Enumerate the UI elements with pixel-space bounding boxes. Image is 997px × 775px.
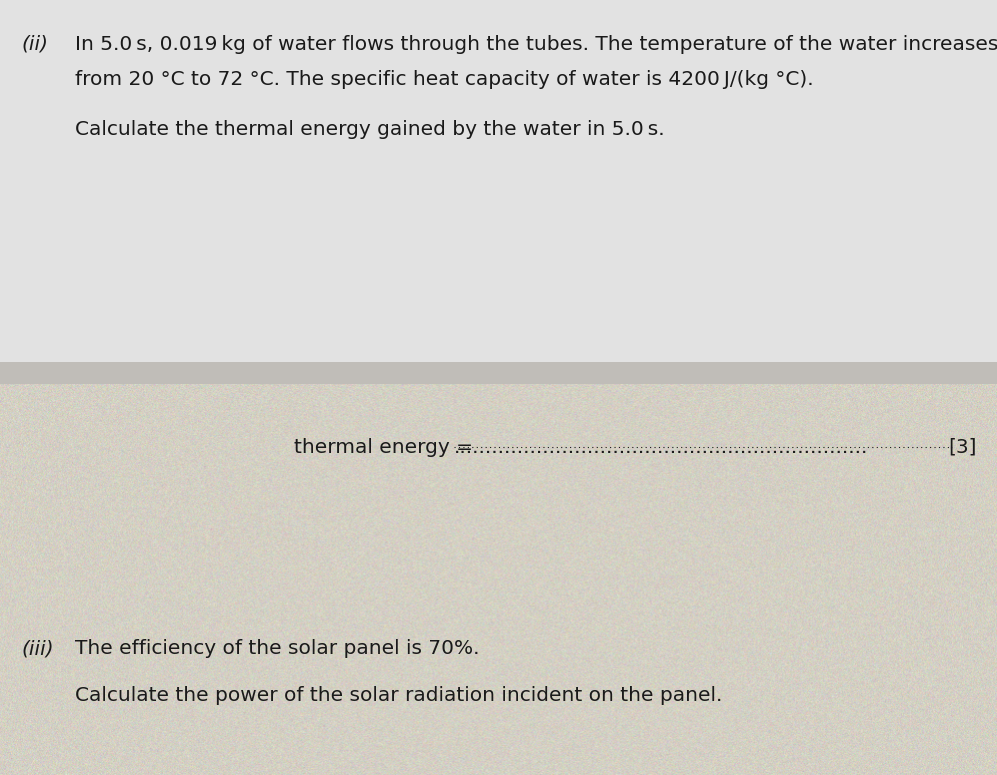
Text: In 5.0 s, 0.019 kg of water flows through the tubes. The temperature of the wate: In 5.0 s, 0.019 kg of water flows throug… — [75, 35, 997, 54]
Text: Calculate the thermal energy gained by the water in 5.0 s.: Calculate the thermal energy gained by t… — [75, 120, 664, 140]
Text: .................................................................: ........................................… — [454, 438, 868, 457]
Text: Calculate the power of the solar radiation incident on the panel.: Calculate the power of the solar radiati… — [75, 686, 722, 705]
Text: (iii): (iii) — [22, 639, 55, 659]
Bar — [0, 0, 997, 362]
Text: from 20 °C to 72 °C. The specific heat capacity of water is 4200 J/(kg °C).: from 20 °C to 72 °C. The specific heat c… — [75, 70, 814, 89]
Text: The efficiency of the solar panel is 70%.: The efficiency of the solar panel is 70%… — [75, 639, 480, 659]
Text: (ii): (ii) — [22, 35, 49, 54]
Bar — [0, 362, 997, 384]
Text: [3]: [3] — [948, 438, 977, 457]
Text: thermal energy =: thermal energy = — [294, 438, 480, 457]
